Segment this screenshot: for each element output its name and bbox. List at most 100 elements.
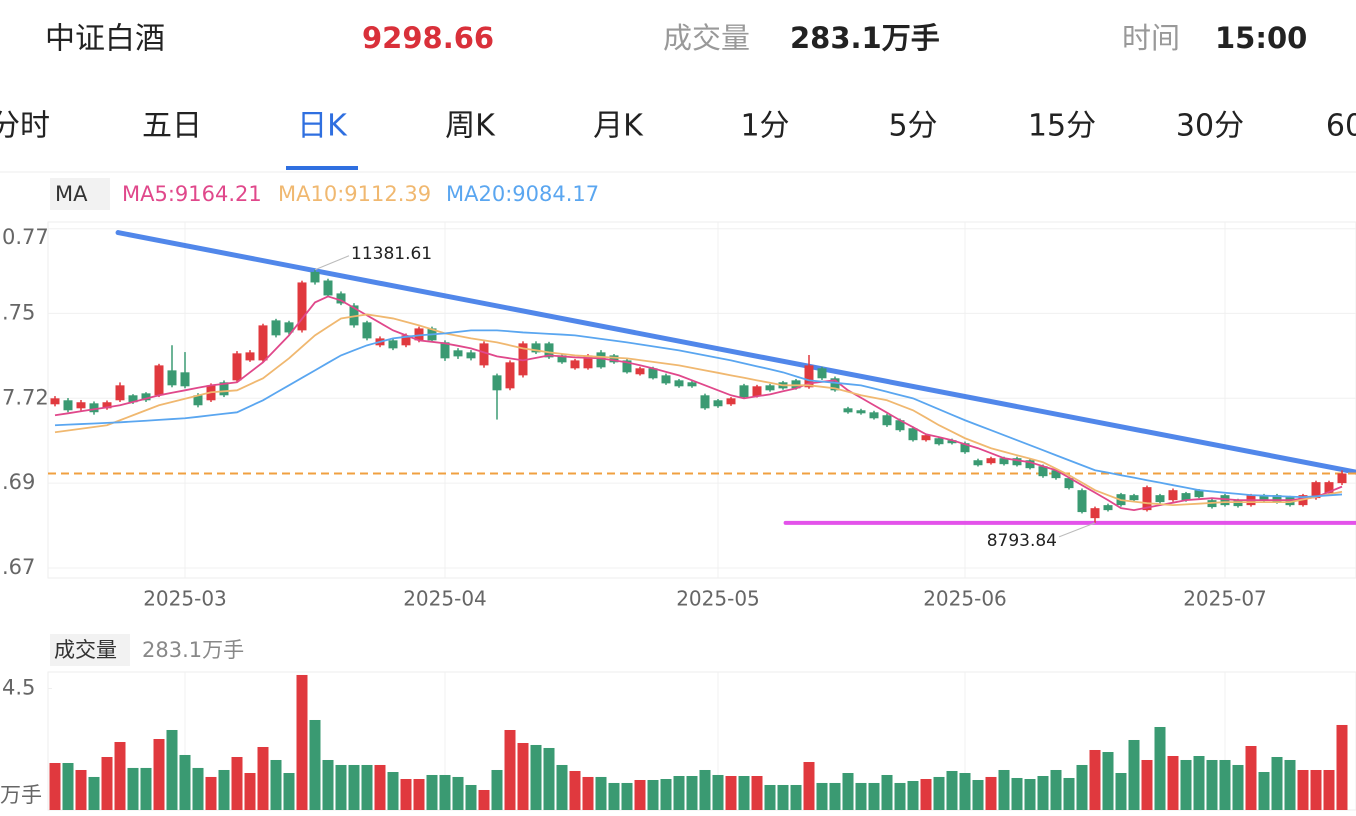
candle-body: [518, 343, 528, 376]
tab[interactable]: 分时: [0, 109, 50, 144]
volume-bar: [829, 782, 841, 810]
candle-body: [1012, 458, 1022, 466]
candle-body: [336, 293, 346, 304]
volume-bar: [218, 769, 230, 810]
high-annotation: 11381.61: [351, 244, 432, 264]
x-tick-label: 2025-03: [143, 587, 227, 611]
volume-bar: [712, 774, 724, 810]
tab[interactable]: 30分: [1176, 109, 1244, 144]
volume-bar: [517, 742, 529, 810]
candle-body: [856, 410, 866, 414]
volume-bar: [1323, 769, 1335, 810]
volume-bar: [192, 767, 204, 810]
candle-body: [466, 352, 476, 359]
candle-body: [765, 385, 775, 391]
tabs: 分时 五日 日K 周K 月K 1分 5分 15分 30分 60: [0, 109, 1356, 170]
tab[interactable]: 月K: [593, 109, 644, 144]
candle-body: [895, 420, 905, 431]
candle-body: [401, 335, 411, 346]
candle-body: [1038, 466, 1048, 477]
volume-bar: [1193, 756, 1205, 810]
tab[interactable]: 5分: [888, 109, 937, 144]
candle-body: [102, 402, 112, 409]
candle-body: [479, 343, 489, 366]
volume-bar: [452, 776, 464, 810]
candle-body: [63, 400, 73, 411]
candle-body: [544, 343, 554, 358]
volume-bar: [608, 782, 620, 810]
candle-body: [271, 320, 281, 336]
candle-body: [1259, 495, 1269, 501]
candle-body: [1025, 460, 1035, 469]
candle-body: [1077, 490, 1087, 513]
tab[interactable]: 60: [1326, 109, 1356, 144]
candle-body: [1324, 482, 1334, 494]
candle-body: [323, 280, 333, 296]
volume-bar: [543, 747, 555, 810]
candle-body: [349, 305, 359, 326]
volume-value: 283.1万手: [790, 21, 940, 55]
volume-bar: [1271, 756, 1283, 810]
volume-bar: [400, 779, 412, 810]
volume-bar: [348, 764, 360, 810]
volume-bar: [842, 772, 854, 810]
candle-body: [791, 380, 801, 389]
volume-bar: [985, 776, 997, 810]
candle-body: [180, 372, 190, 387]
candle-body: [50, 398, 60, 405]
candle-body: [934, 438, 944, 445]
index-name: 中证白酒: [45, 22, 165, 57]
tab[interactable]: 15分: [1028, 109, 1096, 144]
candle-body: [648, 368, 658, 379]
volume-bar: [374, 764, 386, 810]
candle-body: [1103, 505, 1113, 511]
volume-bar: [933, 776, 945, 810]
candle-body: [986, 458, 996, 464]
volume-bar: [491, 769, 503, 810]
candle-body: [1064, 478, 1074, 489]
candle-body: [908, 428, 918, 441]
plot-frame: [47, 221, 1356, 579]
volume-bar: [62, 762, 74, 810]
volume-bar: [647, 779, 659, 810]
volume-bar: [335, 764, 347, 810]
low-annotation: 8793.84: [987, 531, 1057, 551]
candle-body: [440, 342, 450, 359]
volume-bar: [205, 776, 217, 810]
ma-line: [54, 295, 1343, 512]
volume-bar: [660, 779, 672, 810]
volume-bar: [244, 772, 256, 810]
volume-bar: [1037, 776, 1049, 810]
volume-bar: [738, 776, 750, 810]
candle-body: [1194, 490, 1204, 498]
candle-body: [128, 395, 138, 403]
x-tick-label: 2025-07: [1183, 587, 1267, 611]
volume-bar: [1063, 777, 1075, 810]
volume-bar: [75, 769, 87, 810]
candle-body: [1090, 508, 1100, 519]
tab[interactable]: 日K: [297, 109, 348, 144]
volume-bar: [1128, 739, 1140, 810]
candle-body: [1272, 495, 1282, 503]
legend-entry: MA20:9084.17: [446, 182, 599, 206]
tab[interactable]: 五日: [142, 109, 202, 144]
volume-bar: [257, 746, 269, 810]
tab[interactable]: 1分: [740, 109, 789, 144]
candle-body: [362, 322, 372, 339]
candle-body: [453, 350, 463, 357]
candle-body: [89, 403, 99, 413]
volume-bar: [582, 776, 594, 810]
volume-bar: [465, 784, 477, 810]
volume-bar: [1141, 759, 1153, 810]
y-tick-label: .75: [2, 300, 35, 324]
time-value: 15:00: [1215, 21, 1307, 55]
volume-bar: [998, 769, 1010, 810]
candle-body: [739, 385, 749, 398]
tab[interactable]: 周K: [445, 109, 496, 144]
candle-body: [1129, 495, 1139, 501]
candle-body: [583, 355, 593, 369]
candle-body: [557, 355, 567, 363]
volume-bar: [725, 776, 737, 810]
volume-bar: [1180, 759, 1192, 810]
volume-bar: [699, 769, 711, 810]
